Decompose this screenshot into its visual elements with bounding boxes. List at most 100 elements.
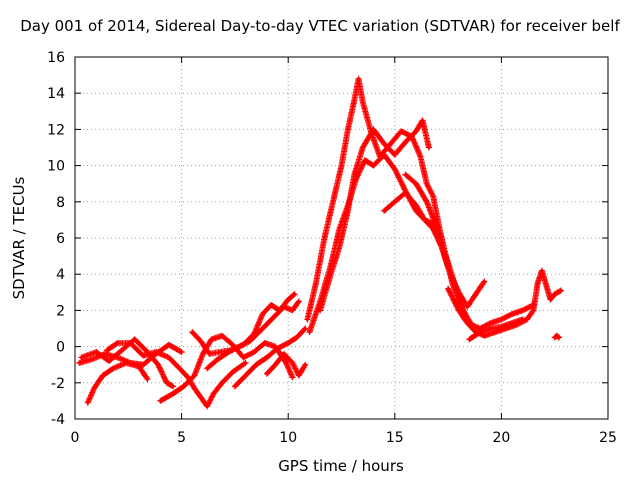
data-point: [403, 140, 407, 144]
data-point: [290, 375, 294, 379]
data-point: [423, 218, 427, 222]
x-tick-label: 5: [177, 430, 186, 446]
data-point: [482, 279, 486, 283]
series-track-17: [551, 332, 562, 341]
data-point: [382, 142, 386, 146]
data-point: [393, 153, 397, 157]
data-point: [290, 361, 294, 365]
data-point: [207, 352, 211, 356]
data-point: [337, 245, 341, 249]
data-point: [199, 339, 203, 343]
data-point: [493, 330, 497, 334]
data-point: [237, 345, 241, 349]
data-point: [212, 392, 216, 396]
series-track-14: [402, 171, 537, 332]
data-point: [557, 336, 561, 340]
data-point: [403, 191, 407, 195]
data-point: [393, 167, 397, 171]
data-point: [244, 374, 248, 378]
data-point: [435, 227, 439, 231]
data-point: [218, 350, 222, 354]
x-tick-label: 10: [279, 430, 297, 446]
data-point: [457, 308, 461, 312]
data-point: [233, 384, 237, 388]
data-point: [293, 292, 297, 296]
data-point: [363, 158, 367, 162]
data-point: [209, 337, 213, 341]
data-point: [536, 281, 540, 285]
data-point: [531, 308, 535, 312]
data-point: [199, 395, 203, 399]
data-point: [120, 348, 124, 352]
data-point: [467, 337, 471, 341]
data-point: [244, 361, 248, 365]
data-point: [116, 355, 120, 359]
y-axis-label: SDTVAR / TECUs: [10, 176, 28, 300]
data-point: [192, 386, 196, 390]
data-point: [403, 173, 407, 177]
data-point: [111, 366, 115, 370]
chart-title: Day 001 of 2014, Sidereal Day-to-day VTE…: [20, 17, 620, 35]
series-markers: [304, 75, 469, 323]
data-point: [92, 386, 96, 390]
data-point: [382, 153, 386, 157]
series-track-8: [204, 298, 302, 372]
data-point: [145, 377, 149, 381]
data-point: [205, 404, 209, 408]
data-point: [389, 142, 393, 146]
data-point: [465, 321, 469, 325]
data-point: [141, 354, 145, 358]
data-point: [205, 366, 209, 370]
data-point: [154, 350, 158, 354]
data-point: [241, 355, 245, 359]
data-point: [101, 374, 105, 378]
data-point: [371, 127, 375, 131]
data-point: [190, 330, 194, 334]
data-point: [314, 281, 318, 285]
data-point: [352, 98, 356, 102]
data-point: [227, 350, 231, 354]
data-point: [444, 254, 448, 258]
data-point: [361, 100, 365, 104]
data-point: [297, 374, 301, 378]
axis-ticks: 0 5 10 15 20 25 -4 -2 0 2 4 6 8 10 12 14 16: [47, 50, 617, 446]
data-point: [474, 292, 478, 296]
data-point: [478, 330, 482, 334]
y-tick-label: 10: [47, 159, 65, 175]
data-point: [425, 200, 429, 204]
data-point: [252, 350, 256, 354]
data-point: [295, 336, 299, 340]
y-tick-label: 16: [47, 50, 65, 66]
data-point: [303, 363, 307, 367]
data-point: [346, 209, 350, 213]
data-point: [103, 352, 107, 356]
data-point: [421, 118, 425, 122]
data-point: [282, 305, 286, 309]
x-tick-label: 25: [599, 430, 617, 446]
data-point: [525, 317, 529, 321]
data-point: [382, 209, 386, 213]
data-point: [290, 308, 294, 312]
data-point: [399, 129, 403, 133]
data-point: [357, 77, 361, 81]
data-point: [94, 350, 98, 354]
data-point: [544, 283, 548, 287]
data-point: [540, 269, 544, 273]
data-point: [361, 146, 365, 149]
data-point: [263, 341, 267, 345]
data-point: [371, 164, 375, 168]
data-point: [346, 127, 350, 131]
data-point: [254, 363, 258, 367]
data-point: [86, 401, 90, 405]
x-axis-label: GPS time / hours: [278, 457, 404, 475]
series-markers: [306, 151, 452, 336]
data-point: [167, 355, 171, 359]
data-point: [271, 316, 275, 320]
data-point: [133, 337, 137, 341]
data-point: [265, 372, 269, 376]
x-tick-label: 15: [386, 430, 404, 446]
data-point: [489, 321, 493, 325]
data-point: [553, 336, 557, 340]
data-point: [452, 281, 456, 285]
data-point: [446, 287, 450, 291]
